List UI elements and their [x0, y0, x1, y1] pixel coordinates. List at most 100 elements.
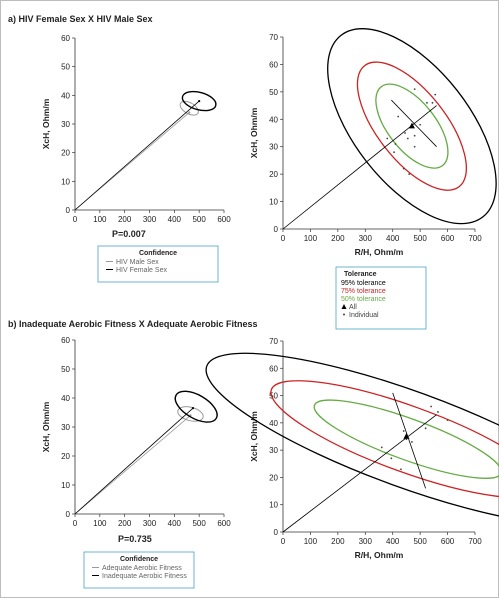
- individual-point: [413, 145, 416, 148]
- chart-b-right: 0 100 200 300 400 500 600 700 0 10 20 30 40 50 60 70 XcH…: [205, 337, 499, 560]
- y-tick-label: 10: [61, 481, 70, 490]
- x-tick-label: 600: [217, 215, 231, 224]
- x-tick-label: 200: [331, 234, 345, 243]
- legend-item: Adequate Aerobic Fitness: [102, 565, 182, 572]
- y-axis-label: XcH, Ohm/m: [249, 107, 259, 158]
- y-tick-label: 60: [61, 34, 70, 43]
- mean-triangle-marker: [403, 433, 410, 439]
- individual-point: [413, 134, 416, 137]
- confidence-ellipse: [181, 90, 217, 112]
- legend-item: All: [349, 304, 357, 311]
- individual-point: [404, 132, 406, 134]
- x-tick-label: 0: [73, 519, 78, 528]
- individual-point: [424, 427, 427, 430]
- legend-title: Tolerance: [344, 271, 377, 278]
- individual-point: [394, 143, 397, 145]
- legend-item: HIV Male Sex: [116, 259, 159, 266]
- y-tick-label: 40: [269, 419, 278, 428]
- individual-point: [393, 151, 395, 154]
- x-tick-label: 200: [331, 537, 345, 546]
- x-tick-label: 200: [118, 519, 132, 528]
- x-tick-label: 300: [359, 537, 373, 546]
- p-value-annotation: P=0.007: [112, 229, 146, 239]
- individual-point: [405, 438, 408, 441]
- legend-item: HIV Female Sex: [116, 267, 167, 274]
- y-tick-label: 10: [61, 177, 70, 186]
- series-mean-point: [191, 407, 195, 410]
- chart-b-left: 0 100 200 300 400 500 600 0 10 20 30 40 50 60 XcH, Ohm…: [41, 336, 231, 589]
- x-tick-label: 600: [217, 519, 231, 528]
- x-tick-label: 700: [468, 234, 482, 243]
- chart-a-right: 0 100 200 300 400 500 600 700 0 10 20 30 40 50 60 70 XcH…: [249, 28, 497, 330]
- x-axis-label: R/H, Ohm/m: [355, 247, 404, 257]
- series-mean-point: [198, 99, 201, 103]
- mean-triangle-marker: [408, 122, 415, 129]
- tolerance-ellipse: [270, 380, 499, 499]
- x-axis-label: R/H, Ohm/m: [355, 550, 404, 560]
- individual-point: [419, 123, 422, 126]
- x-tick-label: 500: [192, 215, 206, 224]
- individual-point: [437, 411, 439, 413]
- legend-box: [97, 245, 219, 283]
- legend-item: Individual: [349, 312, 379, 319]
- y-tick-label: 20: [269, 473, 278, 482]
- individual-point: [406, 137, 409, 140]
- tolerance-ellipse: [313, 399, 499, 479]
- x-tick-label: 300: [359, 234, 373, 243]
- legend-item: 95% tolerance: [341, 280, 386, 287]
- x-tick-label: 400: [168, 519, 182, 528]
- legend: Confidence Adequate Aerobic FitnessInadeq…: [83, 551, 195, 589]
- y-tick-label: 50: [61, 365, 70, 374]
- y-tick-label: 60: [269, 60, 278, 69]
- y-tick-label: 0: [274, 528, 279, 537]
- individual-point: [430, 405, 433, 408]
- y-tick-label: 20: [61, 149, 70, 158]
- confidence-ellipse: [174, 390, 218, 423]
- confidence-ellipse: [179, 100, 199, 116]
- legend-box: [83, 551, 195, 589]
- y-tick-label: 0: [274, 225, 279, 234]
- y-tick-label: 30: [269, 446, 278, 455]
- x-tick-label: 500: [192, 519, 206, 528]
- p-value-annotation: P=0.735: [118, 534, 152, 544]
- x-tick-label: 0: [281, 537, 286, 546]
- x-tick-label: 500: [413, 537, 427, 546]
- y-tick-label: 50: [269, 392, 278, 401]
- legend-box: [335, 266, 427, 330]
- legend-item: 75% tolerance: [341, 288, 386, 295]
- legend-title: Confidence: [139, 250, 177, 257]
- y-axis-label: XcH, Ohm/m: [41, 401, 51, 452]
- x-tick-label: 100: [304, 537, 318, 546]
- individual-point: [390, 457, 393, 460]
- x-tick-label: 700: [468, 537, 482, 546]
- legend-individual-marker: [343, 313, 345, 316]
- y-tick-label: 60: [61, 336, 70, 345]
- y-tick-label: 40: [61, 394, 70, 403]
- x-tick-label: 200: [118, 215, 132, 224]
- x-tick-label: 100: [93, 519, 107, 528]
- x-tick-label: 400: [386, 537, 400, 546]
- individual-point: [400, 468, 402, 471]
- x-tick-label: 600: [441, 537, 455, 546]
- legend-item: 50% tolerance: [341, 296, 386, 303]
- y-tick-label: 50: [61, 63, 70, 72]
- individual-point: [402, 430, 405, 432]
- y-tick-label: 10: [269, 501, 278, 510]
- legend-item: Inadequate Aerobic Fitness: [102, 573, 187, 580]
- series-mean-point: [188, 111, 191, 114]
- ellipse-axis-line: [282, 414, 437, 533]
- legend-title: Confidence: [120, 556, 158, 563]
- y-axis-label: XcH, Ohm/m: [249, 411, 259, 462]
- x-tick-label: 0: [281, 234, 286, 243]
- ellipse-axis-line: [391, 99, 437, 147]
- y-tick-label: 70: [269, 337, 278, 346]
- y-tick-label: 30: [269, 143, 278, 152]
- series-vector-line: [74, 415, 191, 515]
- individual-point: [413, 88, 416, 91]
- x-tick-label: 0: [73, 215, 78, 224]
- y-tick-label: 50: [269, 88, 278, 97]
- individual-point: [402, 167, 405, 170]
